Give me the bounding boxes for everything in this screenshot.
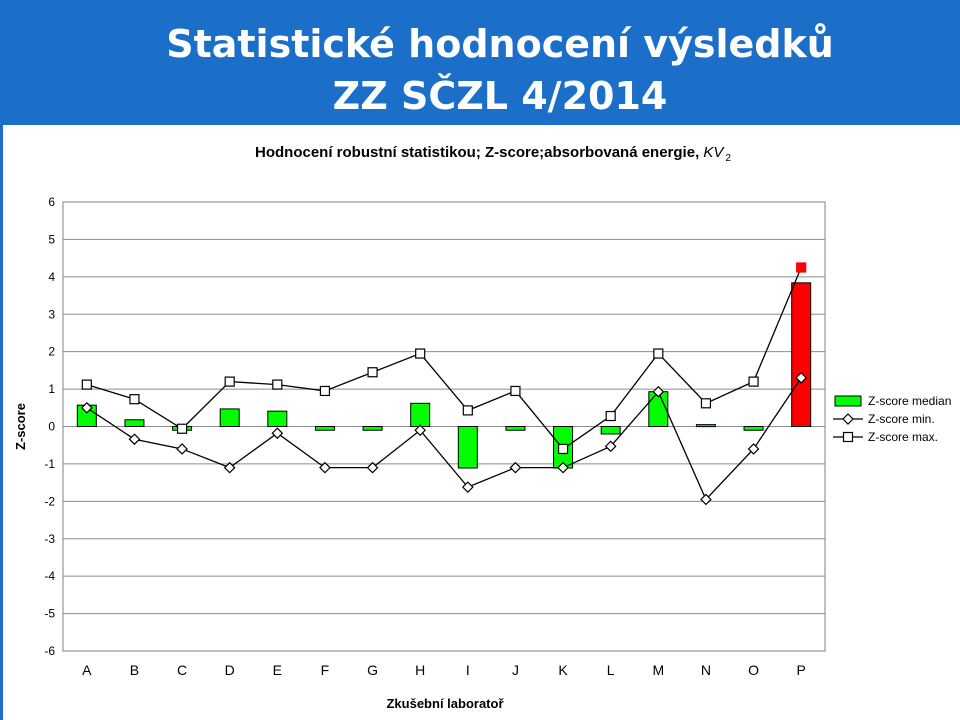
median-bars <box>76 282 812 469</box>
y-tick-label: 1 <box>48 382 55 396</box>
y-axis-label: Z-score <box>13 403 28 450</box>
chart-title: Hodnocení robustní statistikou; Z-score;… <box>255 144 731 164</box>
median-bar <box>314 426 335 431</box>
x-tick-label: B <box>130 662 139 678</box>
gridlines <box>63 201 825 652</box>
legend-label: Z-score median <box>868 394 951 408</box>
y-tick-label: -5 <box>44 607 55 621</box>
y-tick-label: 4 <box>48 270 55 284</box>
median-bar <box>600 426 621 435</box>
chart-title-subscript: 2 <box>725 153 731 164</box>
median-bar <box>410 402 431 427</box>
median-bar <box>791 282 812 427</box>
slide-title-line-2: ZZ SČZL 4/2014 <box>332 74 668 118</box>
max-marker <box>748 376 759 387</box>
max-marker <box>462 405 473 416</box>
y-tick-label: -2 <box>44 494 55 508</box>
series-line <box>86 377 802 501</box>
max-marker <box>605 410 616 422</box>
x-axis-ticks: A B C D E F G H I J K L M N O P <box>82 662 806 678</box>
y-tick-label: 0 <box>48 420 55 434</box>
min-marker <box>80 401 93 414</box>
max-marker <box>796 262 807 273</box>
max-marker <box>81 379 92 390</box>
x-tick-label: K <box>558 662 568 678</box>
max-marker <box>272 379 283 390</box>
median-bar <box>457 426 478 469</box>
max-marker <box>700 398 712 409</box>
min-marker <box>795 372 808 384</box>
min-marker <box>509 461 522 474</box>
min-marker <box>700 493 712 506</box>
median-bar <box>124 419 145 428</box>
median-bar <box>695 424 716 428</box>
max-marker <box>176 423 188 434</box>
min-marker <box>652 385 665 398</box>
y-tick-label: 2 <box>48 345 55 359</box>
y-tick-label: -6 <box>44 644 55 658</box>
max-marker <box>557 443 569 455</box>
legend-label: Z-score min. <box>868 412 935 426</box>
x-tick-label: D <box>225 662 235 678</box>
max-marker <box>319 385 331 397</box>
x-tick-label: L <box>607 662 615 678</box>
min-marker <box>461 481 474 493</box>
x-tick-label: H <box>415 662 425 678</box>
min-marker <box>319 461 331 474</box>
y-tick-label: -1 <box>44 457 55 471</box>
median-bar <box>505 426 526 431</box>
x-tick-label: E <box>273 662 282 678</box>
legend-marker <box>842 413 854 425</box>
x-tick-label: F <box>321 662 330 678</box>
zscore-chart: Hodnocení robustní statistikou; Z-score;… <box>13 144 951 711</box>
series-line <box>86 267 802 450</box>
max-marker <box>510 385 521 397</box>
max-marker <box>367 367 378 378</box>
min-marker <box>176 443 188 455</box>
chart-title-main: Hodnocení robustní statistikou; Z-score;… <box>255 144 703 161</box>
chart-title-italic: KV <box>703 144 725 161</box>
min-marker <box>223 461 236 474</box>
legend-swatch <box>834 395 862 407</box>
plot-area <box>62 201 826 652</box>
median-bar <box>362 426 383 431</box>
x-tick-label: A <box>82 662 92 678</box>
x-tick-label: M <box>652 662 664 678</box>
min-marker <box>747 443 760 455</box>
x-tick-label: C <box>177 662 187 678</box>
max-marker <box>129 394 140 405</box>
x-tick-label: P <box>797 662 806 678</box>
x-tick-label: I <box>466 662 470 678</box>
median-bar <box>219 408 240 427</box>
x-tick-label: J <box>512 662 519 678</box>
series-lines <box>80 262 808 506</box>
legend-label: Z-score max. <box>868 430 938 444</box>
min-marker <box>271 427 284 440</box>
legend-marker <box>842 431 854 443</box>
slide-header: Statistické hodnocení výsledků ZZ SČZL 4… <box>0 0 960 125</box>
y-tick-label: 3 <box>48 307 55 321</box>
max-marker <box>224 376 235 387</box>
min-marker <box>604 440 617 453</box>
y-axis-ticks: 6 5 4 3 2 1 0 -1 -2 -3 -4 -5 -6 <box>44 195 55 658</box>
chart-panel: Hodnocení robustní statistikou; Z-score;… <box>3 125 960 720</box>
legend: Z-score median Z-score min. Z-score max. <box>833 394 951 444</box>
max-marker <box>415 348 426 359</box>
min-marker <box>366 461 379 474</box>
min-marker <box>128 433 141 446</box>
median-bar <box>743 426 764 431</box>
y-tick-label: 6 <box>48 195 55 209</box>
x-tick-label: N <box>701 662 711 678</box>
median-bar <box>267 410 288 428</box>
max-marker <box>653 348 664 359</box>
y-tick-label: -3 <box>44 532 55 546</box>
y-tick-label: 5 <box>48 232 55 246</box>
min-marker <box>414 424 427 437</box>
min-marker <box>557 461 569 474</box>
x-tick-label: G <box>367 662 378 678</box>
slide-title-line-1: Statistické hodnocení výsledků <box>166 22 834 66</box>
x-tick-label: O <box>748 662 759 678</box>
x-axis-label: Zkušební laboratoř <box>386 696 504 711</box>
y-tick-label: -4 <box>44 569 55 583</box>
